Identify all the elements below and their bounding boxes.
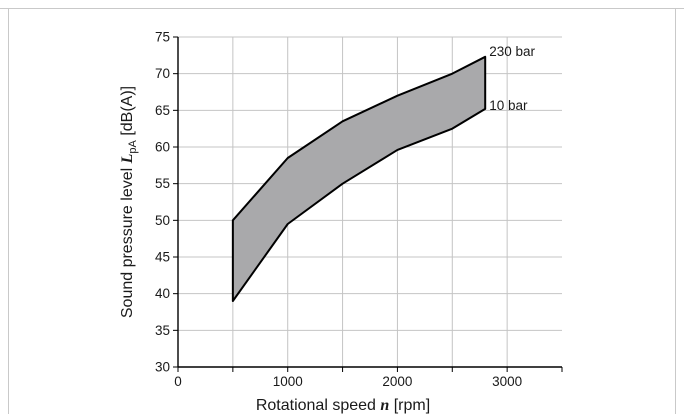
y-tick-label: 55 <box>155 176 170 191</box>
grid <box>178 36 562 367</box>
y-tick-label: 50 <box>155 213 170 228</box>
y-tick-label: 35 <box>155 323 170 338</box>
sound-band <box>231 55 487 302</box>
y-axis-label: Sound pressure level LpA [dB(A)] <box>119 86 139 318</box>
x-axis-label: Rotational speed n [rpm] <box>256 397 430 414</box>
axes <box>173 36 563 372</box>
x-tick-label: 1000 <box>273 374 303 389</box>
tick-labels: 30 35 40 45 50 55 60 65 70 75 0 1000 2000 3000 <box>155 30 522 390</box>
x-tick-label: 2000 <box>382 374 412 389</box>
sound-pressure-band <box>231 55 487 302</box>
y-tick-label: 65 <box>155 103 170 118</box>
series-labels: 230 bar 10 bar <box>489 44 535 113</box>
series-label: 230 bar <box>489 44 535 59</box>
y-tick-label: 40 <box>155 286 170 301</box>
y-tick-label: 75 <box>155 30 170 45</box>
x-tick-label: 0 <box>174 374 182 389</box>
y-tick-label: 70 <box>155 66 170 81</box>
y-tick-label: 45 <box>155 250 170 265</box>
y-tick-label: 60 <box>155 140 170 155</box>
series-label: 10 bar <box>489 98 528 113</box>
y-tick-label: 30 <box>155 360 170 375</box>
x-tick-label: 3000 <box>492 374 522 389</box>
